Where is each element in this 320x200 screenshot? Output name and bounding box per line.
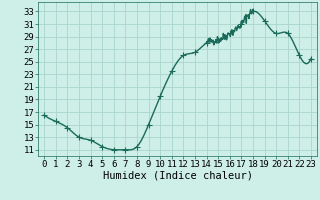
X-axis label: Humidex (Indice chaleur): Humidex (Indice chaleur) <box>103 171 252 181</box>
